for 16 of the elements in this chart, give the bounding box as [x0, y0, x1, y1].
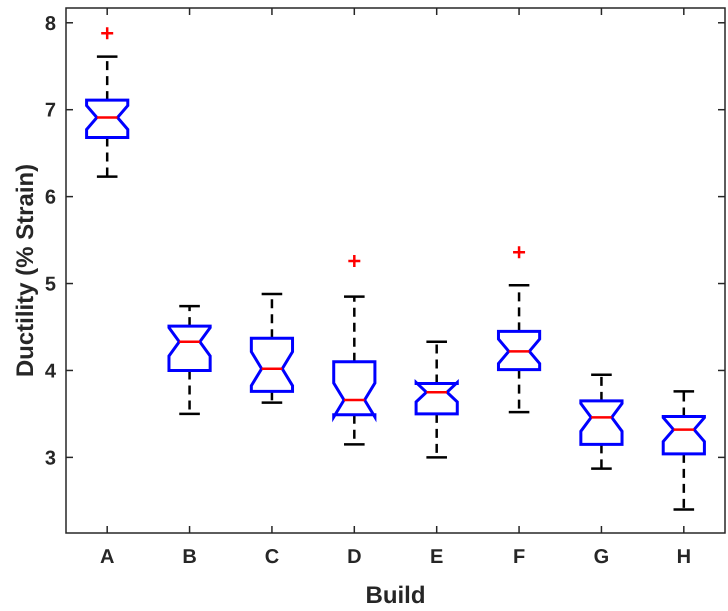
x-tick-label: D [347, 546, 362, 568]
y-tick-label: 6 [44, 186, 56, 209]
y-tick-label: 5 [44, 274, 56, 296]
y-axis-title: Ductility (% Strain) [12, 164, 39, 378]
y-tick-label: 4 [44, 360, 57, 382]
x-tick-label: E [430, 546, 444, 568]
x-tick-label: G [594, 546, 610, 568]
y-tick-label: 7 [44, 100, 56, 122]
x-tick-label: C [264, 546, 280, 568]
y-tick-label: 8 [44, 12, 56, 35]
x-tick-label: F [512, 546, 526, 568]
x-tick-label: H [676, 546, 692, 568]
x-tick-label: A [100, 546, 114, 568]
x-axis-title: Build [366, 582, 426, 609]
x-tick-label: B [182, 546, 197, 568]
y-tick-label: 3 [44, 447, 56, 470]
